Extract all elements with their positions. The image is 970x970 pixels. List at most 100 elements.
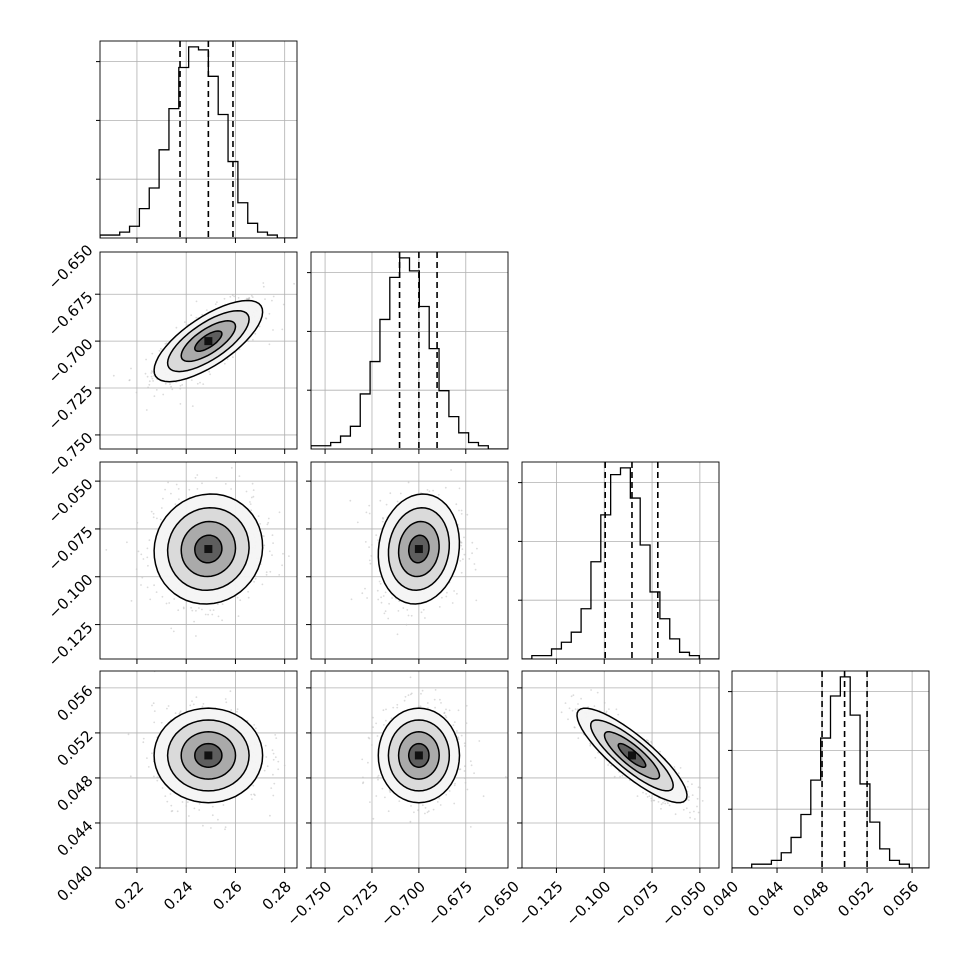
sample-point	[217, 615, 220, 618]
panel-frame	[99, 461, 298, 660]
sample-point	[247, 340, 250, 343]
sample-point	[651, 742, 653, 745]
sample-point	[211, 814, 214, 817]
sample-point	[152, 516, 155, 519]
sample-point	[281, 328, 284, 331]
sample-point	[456, 730, 458, 732]
sample-point	[463, 770, 466, 772]
histogram-step	[522, 467, 719, 659]
y-tick-label: 0.056	[53, 682, 96, 725]
sample-point	[211, 613, 214, 616]
sample-point	[278, 511, 281, 514]
sample-point	[272, 773, 274, 776]
sample-point	[112, 374, 115, 377]
sample-point	[407, 694, 410, 697]
sample-point	[188, 488, 191, 491]
sample-point	[231, 294, 234, 297]
contour-line-1	[180, 731, 237, 780]
x-tick-label: 0.28	[259, 878, 295, 914]
sample-point	[265, 571, 268, 574]
sample-point	[174, 712, 177, 714]
sample-point	[364, 541, 367, 543]
sample-point	[572, 694, 575, 697]
sample-point	[701, 800, 704, 802]
sample-point	[146, 547, 149, 550]
sample-point	[463, 553, 466, 556]
sample-point	[170, 627, 173, 630]
sample-point	[457, 738, 460, 740]
sample-point	[409, 820, 412, 823]
sample-point	[253, 793, 255, 796]
sample-point	[577, 737, 580, 740]
sample-point	[372, 726, 374, 728]
sample-point	[388, 789, 391, 792]
sample-point	[619, 775, 621, 778]
sample-point	[239, 599, 242, 602]
sample-point	[282, 552, 284, 555]
sample-point	[232, 356, 234, 358]
sample-point	[384, 591, 387, 594]
sample-point	[464, 765, 466, 768]
sample-point	[371, 544, 373, 546]
sample-point	[149, 598, 152, 601]
panel-2-2	[518, 461, 720, 664]
sample-point	[188, 815, 190, 817]
sample-point	[462, 558, 464, 561]
density-peak	[204, 751, 213, 760]
sample-point	[426, 702, 429, 704]
sample-point	[460, 544, 463, 547]
sample-point	[441, 596, 443, 599]
contour-line-2	[166, 507, 250, 592]
sample-point	[166, 707, 168, 710]
density-peak	[414, 545, 423, 554]
x-tick-label: 0.24	[160, 878, 196, 914]
sample-point	[150, 510, 153, 513]
sample-point	[153, 721, 156, 724]
sample-point	[697, 811, 700, 814]
contour-line-2	[387, 507, 451, 592]
sample-point	[382, 595, 385, 597]
sample-point	[224, 826, 227, 829]
sample-point	[432, 489, 434, 492]
sample-point	[474, 568, 477, 571]
sample-point	[659, 750, 661, 753]
sample-point	[376, 589, 379, 592]
sample-point	[127, 733, 130, 736]
sample-point	[152, 512, 155, 515]
sample-point	[571, 709, 574, 712]
sample-point	[266, 765, 269, 768]
panel-frame	[99, 251, 298, 450]
sample-point	[278, 574, 281, 576]
sample-point	[156, 517, 158, 520]
sample-point	[463, 777, 466, 779]
sample-point	[238, 475, 241, 477]
panel-frame	[99, 40, 298, 239]
sample-point	[368, 559, 371, 562]
sample-point	[230, 467, 233, 469]
sample-point	[148, 539, 151, 542]
sample-point	[473, 563, 476, 565]
histogram-step	[100, 46, 297, 238]
panel-frame	[310, 461, 509, 660]
sample-point	[283, 764, 286, 767]
sample-point	[388, 602, 390, 605]
sample-point	[377, 598, 380, 601]
sample-point	[470, 764, 473, 767]
sample-point	[389, 791, 392, 793]
sample-point	[184, 321, 186, 323]
sample-point	[392, 706, 395, 709]
sample-point	[247, 590, 250, 593]
sample-point	[259, 523, 262, 525]
sample-point	[161, 595, 164, 598]
contour-line-3	[153, 299, 264, 383]
sample-point	[398, 600, 401, 603]
sample-point	[615, 708, 618, 711]
sample-point	[215, 476, 218, 479]
sample-point	[130, 600, 133, 602]
panel-2-0	[95, 461, 298, 664]
sample-point	[361, 592, 364, 595]
sample-point	[593, 705, 596, 707]
sample-point	[194, 476, 197, 479]
x-tick-label: −0.100	[563, 878, 615, 930]
sample-point	[409, 693, 412, 696]
